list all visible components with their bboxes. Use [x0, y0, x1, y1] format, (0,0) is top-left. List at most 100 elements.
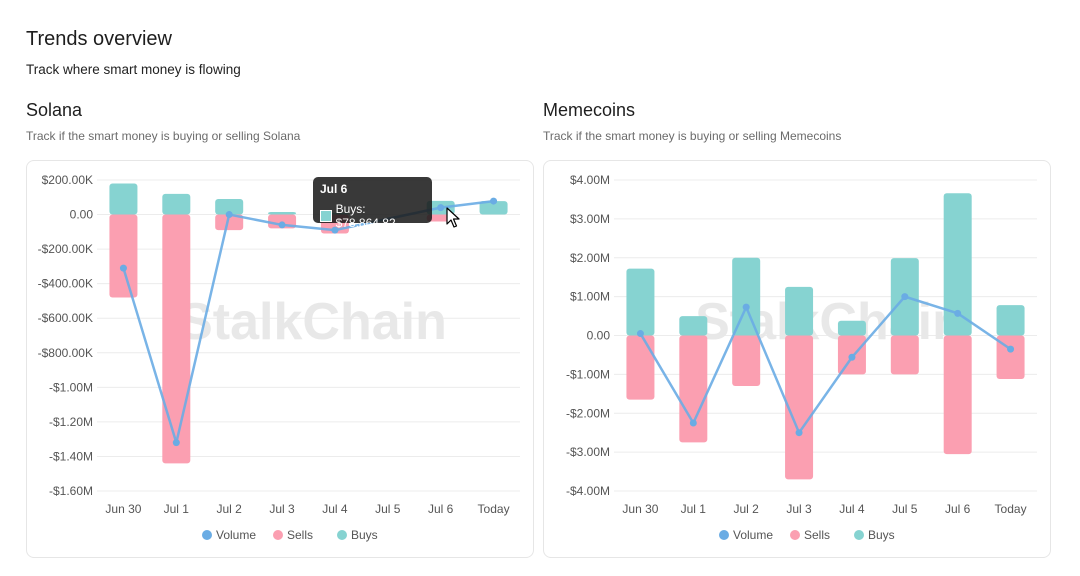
x-tick-label: Jul 2 — [217, 502, 243, 516]
legend-marker — [854, 530, 864, 540]
buys-bar — [785, 286, 814, 336]
buys-bar — [479, 201, 508, 215]
memecoins-title: Memecoins — [543, 100, 636, 120]
y-tick-label: -$1.00M — [49, 380, 93, 394]
x-tick-label: Today — [995, 502, 1027, 516]
sells-bar — [626, 335, 655, 400]
mouse-cursor-icon — [446, 207, 460, 228]
sells-bar — [785, 335, 814, 480]
legend-label: Volume — [216, 528, 256, 542]
solana-subtitle: Track if the smart money is buying or se… — [26, 129, 301, 143]
page-title: Trends overview — [26, 28, 172, 50]
tooltip-row: Buys: $78,864.82 — [320, 202, 425, 230]
x-tick-label: Jul 1 — [681, 502, 707, 516]
buys-bar — [679, 316, 708, 336]
sells-bar — [215, 214, 244, 231]
y-tick-label: -$800.00K — [38, 346, 93, 360]
x-tick-label: Jul 3 — [786, 502, 812, 516]
volume-point — [331, 226, 339, 234]
legend-marker — [790, 530, 800, 540]
x-tick-label: Jul 6 — [945, 502, 971, 516]
page-subtitle: Track where smart money is flowing — [26, 62, 241, 77]
y-tick-label: -$1.20M — [49, 415, 93, 429]
buys-bar — [943, 193, 972, 336]
volume-line — [639, 295, 1012, 434]
sells-bar — [162, 214, 191, 464]
legend-marker — [273, 530, 283, 540]
x-tick-label: Jun 30 — [622, 502, 658, 516]
buys-bar — [732, 257, 761, 336]
y-tick-label: -$1.40M — [49, 449, 93, 463]
legend-label: Sells — [804, 528, 830, 542]
volume-point — [1007, 345, 1015, 353]
y-tick-label: -$600.00K — [38, 311, 93, 325]
y-tick-label: 0.00 — [70, 208, 94, 222]
y-tick-label: -$400.00K — [38, 277, 93, 291]
sells-bar — [109, 214, 138, 298]
x-tick-label: Jul 2 — [734, 502, 760, 516]
y-tick-label: -$4.00M — [566, 484, 610, 498]
y-tick-label: -$2.00M — [566, 406, 610, 420]
sells-bar — [732, 335, 761, 387]
legend-label: Sells — [287, 528, 313, 542]
tooltip-label: Buys: $78,864.82 — [335, 202, 396, 230]
volume-point — [119, 264, 127, 272]
buys-bar — [215, 199, 244, 215]
legend-marker — [202, 530, 212, 540]
watermark-text: StalkChain — [178, 293, 447, 351]
buys-bar — [996, 305, 1025, 336]
chart-tooltip: Jul 6 Buys: $78,864.82 — [313, 177, 432, 230]
volume-point — [795, 429, 803, 437]
volume-point — [901, 293, 909, 301]
y-tick-label: -$1.00M — [566, 367, 610, 381]
volume-point — [225, 211, 233, 219]
y-tick-label: -$3.00M — [566, 445, 610, 459]
volume-point — [490, 197, 498, 205]
solana-title: Solana — [26, 100, 83, 120]
legend-label: Volume — [733, 528, 773, 542]
tooltip-swatch — [320, 210, 332, 222]
y-tick-label: -$200.00K — [38, 242, 93, 256]
volume-point — [742, 303, 750, 311]
solana-chart-card: $200.00K 0.00 -$200.00K -$400.00K -$600.00K -… — [26, 160, 534, 558]
volume-point — [278, 221, 286, 229]
buys-bar — [837, 320, 866, 336]
legend-label: Buys — [351, 528, 378, 542]
buys-bar — [162, 193, 191, 215]
x-tick-label: Jul 4 — [322, 502, 348, 516]
x-tick-label: Today — [478, 502, 510, 516]
legend-marker — [719, 530, 729, 540]
buys-bar — [109, 183, 138, 215]
volume-point — [437, 204, 445, 212]
y-tick-label: $4.00M — [570, 173, 610, 187]
y-tick-label: $1.00M — [570, 290, 610, 304]
y-tick-label: -$1.60M — [49, 484, 93, 498]
sells-bar — [890, 335, 919, 375]
volume-point — [172, 439, 180, 447]
volume-point — [689, 419, 697, 427]
memecoins-chart-card: $4.00M $3.00M $2.00M $1.00M 0.00 -$1.00M -$2.0… — [543, 160, 1051, 558]
memecoins-chart[interactable]: $4.00M $3.00M $2.00M $1.00M 0.00 -$1.00M -$2.0… — [544, 161, 1052, 559]
y-tick-label: $200.00K — [42, 173, 93, 187]
x-tick-label: Jun 30 — [105, 502, 141, 516]
solana-chart[interactable]: $200.00K 0.00 -$200.00K -$400.00K -$600.00K -… — [27, 161, 535, 559]
buys-bar — [626, 268, 655, 336]
x-tick-label: Jul 5 — [375, 502, 401, 516]
legend-marker — [337, 530, 347, 540]
sells-bar — [996, 335, 1025, 380]
volume-point — [954, 309, 962, 317]
y-tick-label: $3.00M — [570, 212, 610, 226]
x-tick-label: Jul 5 — [892, 502, 918, 516]
memecoins-subtitle: Track if the smart money is buying or se… — [543, 129, 842, 143]
sells-bar — [943, 335, 972, 455]
y-tick-label: $2.00M — [570, 251, 610, 265]
y-tick-label: 0.00 — [587, 329, 611, 343]
x-tick-label: Jul 6 — [428, 502, 454, 516]
x-tick-label: Jul 4 — [839, 502, 865, 516]
sells-bar — [679, 335, 708, 443]
volume-point — [636, 330, 644, 338]
tooltip-title: Jul 6 — [320, 182, 348, 196]
legend-label: Buys — [868, 528, 895, 542]
buys-bar — [268, 211, 297, 215]
x-tick-label: Jul 1 — [164, 502, 190, 516]
